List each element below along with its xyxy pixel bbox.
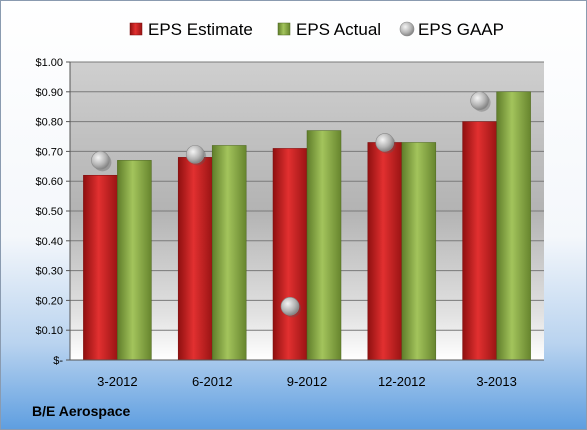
y-tick-label: $0.50 <box>35 206 63 218</box>
bar-eps-estimate <box>367 142 403 361</box>
y-tick-label: $- <box>53 355 63 367</box>
bar-eps-actual <box>401 142 437 361</box>
y-tick-label: $0.10 <box>35 325 63 337</box>
bar-eps-estimate <box>462 121 497 361</box>
y-tick-label: $1.00 <box>35 57 63 69</box>
x-tick-label: 6-2012 <box>192 374 232 389</box>
x-tick-label: 12-2012 <box>378 374 426 389</box>
bar-eps-estimate <box>177 157 213 361</box>
point-eps-gaap <box>185 145 205 164</box>
y-tick-label: $0.30 <box>35 266 63 278</box>
y-tick-label: $0.60 <box>35 176 63 188</box>
point-eps-gaap <box>375 133 395 152</box>
legend: EPS Estimate EPS Actual EPS GAAP <box>129 20 504 39</box>
point-eps-gaap <box>280 297 300 316</box>
x-axis: 3-2012 6-2012 9-2012 12-2012 3-2013 <box>70 359 544 389</box>
y-tick-label: $0.40 <box>35 236 63 248</box>
bar-eps-actual <box>117 160 152 361</box>
legend-label: EPS Estimate <box>148 20 253 39</box>
company-name: B/E Aerospace <box>32 403 131 419</box>
scatter-series <box>91 91 491 318</box>
y-tick-label: $0.80 <box>35 117 63 129</box>
y-tick-label: $0.90 <box>35 87 63 99</box>
bar-series <box>83 91 531 361</box>
bar-eps-estimate <box>272 148 308 361</box>
legend-marker <box>277 22 291 36</box>
point-eps-gaap <box>470 91 489 111</box>
legend-marker <box>399 21 415 37</box>
x-tick-label: 3-2012 <box>97 374 137 389</box>
bar-eps-estimate <box>83 174 118 361</box>
legend-label: EPS Actual <box>296 20 381 39</box>
bar-eps-actual <box>306 130 342 361</box>
bar-eps-actual <box>211 145 247 361</box>
legend-marker <box>129 22 143 36</box>
y-axis: $- $0.10 $0.20 $0.30 $0.40 $0.50 $0.60 $0.70 $0.… <box>35 57 71 367</box>
legend-label: EPS GAAP <box>418 20 504 39</box>
x-tick-label: 3-2013 <box>476 374 516 389</box>
point-eps-gaap <box>91 151 110 170</box>
x-tick-label: 9-2012 <box>287 374 327 389</box>
y-tick-label: $0.70 <box>35 146 63 158</box>
y-tick-label: $0.20 <box>35 295 63 307</box>
bar-eps-actual <box>496 91 531 361</box>
